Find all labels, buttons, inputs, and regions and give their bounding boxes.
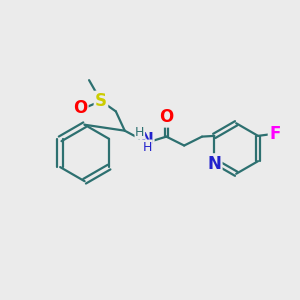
Text: O: O: [73, 99, 87, 117]
Text: F: F: [269, 125, 281, 143]
Text: H: H: [142, 140, 152, 154]
Text: O: O: [159, 108, 173, 126]
Text: H: H: [135, 126, 145, 139]
Text: N: N: [207, 154, 221, 172]
Text: N: N: [141, 132, 153, 147]
Text: S: S: [95, 92, 107, 110]
